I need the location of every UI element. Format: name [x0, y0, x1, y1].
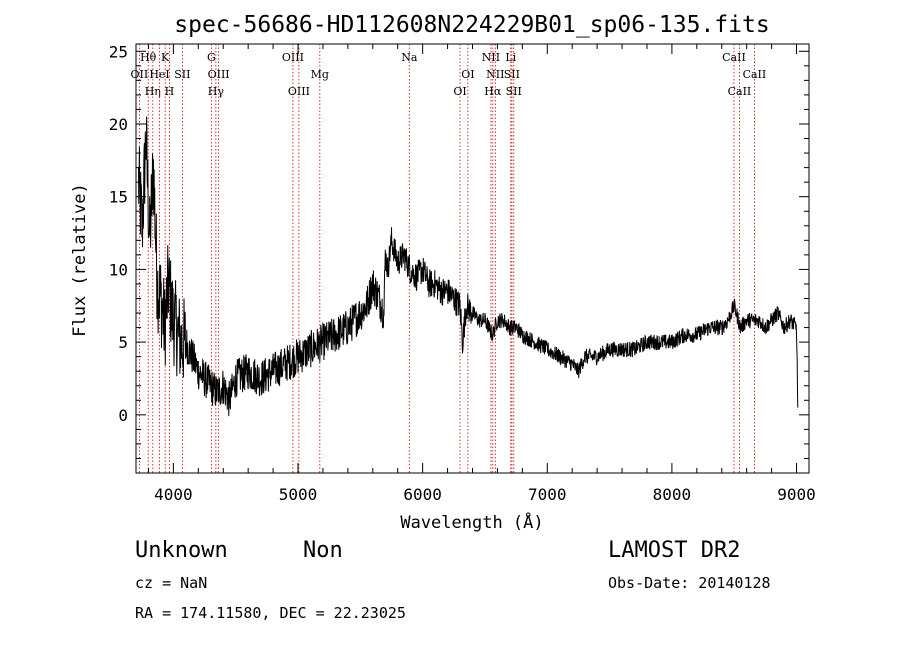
x-tick-label: 9000: [777, 485, 816, 504]
spectral-subclass: Non: [303, 538, 343, 563]
line-marker-label: NII: [486, 68, 504, 81]
spectrum-line: [138, 116, 799, 417]
x-tick-label: 7000: [528, 485, 567, 504]
x-axis-label: Wavelength (Å): [400, 511, 543, 533]
line-marker-label: Hθ: [140, 51, 157, 64]
line-marker-label: Hγ: [208, 85, 225, 98]
line-marker-label: G: [207, 51, 216, 64]
line-marker-label: CaII: [728, 85, 752, 98]
line-marker-label: OIII: [208, 68, 230, 81]
line-marker-label: Na: [401, 51, 418, 64]
line-marker-label: OI: [461, 68, 474, 81]
x-tick-label: 8000: [653, 485, 692, 504]
line-marker-label: SII: [504, 68, 520, 81]
line-marker-label: H: [165, 85, 175, 98]
y-tick-label: 15: [109, 188, 128, 207]
plot-frame: [135, 43, 810, 474]
line-marker-label: Mg: [311, 68, 329, 81]
y-axis: 0 5 10 15 20 25: [109, 42, 809, 459]
obs-date: Obs-Date: 20140128: [608, 574, 771, 592]
line-marker-label: NII: [482, 51, 500, 64]
line-marker-label: SII: [506, 85, 522, 98]
y-axis-label: Flux (relative): [70, 183, 90, 337]
y-tick-label: 5: [118, 333, 128, 352]
y-tick-label: 25: [109, 42, 128, 61]
line-marker-label: OIII: [288, 85, 310, 98]
line-marker-label: CaII: [743, 68, 767, 81]
x-axis: 4000 5000 6000 7000 8000 9000: [147, 44, 816, 504]
line-marker-label: OI: [453, 85, 466, 98]
line-marker-label: OII: [131, 68, 149, 81]
line-marker-label: Hη: [145, 85, 161, 98]
y-tick-label: 20: [109, 115, 128, 134]
line-marker-label: HeI: [149, 68, 169, 81]
line-marker-label: Li: [505, 51, 516, 64]
line-marker-label: K: [161, 51, 170, 64]
coordinates: RA = 174.11580, DEC = 22.23025: [135, 604, 406, 622]
line-marker-label: CaII: [722, 51, 746, 64]
y-tick-label: 10: [109, 260, 128, 279]
x-tick-label: 4000: [154, 485, 193, 504]
x-tick-label: 6000: [403, 485, 442, 504]
spectral-class: Unknown: [135, 538, 228, 563]
chart-title: spec-56686-HD112608N224229B01_sp06-135.f…: [174, 12, 769, 38]
redshift-cz: cz = NaN: [135, 574, 208, 592]
x-tick-label: 5000: [279, 485, 318, 504]
line-markers: OIIHθHηHeIKHSIIGHγOIIIOIIIOIIIMgNaOIOINI…: [131, 44, 767, 473]
line-marker-label: Hα: [484, 85, 502, 98]
survey-label: LAMOST DR2: [608, 538, 741, 563]
y-tick-label: 0: [118, 406, 128, 425]
line-marker-label: OIII: [282, 51, 304, 64]
line-marker-label: SII: [174, 68, 190, 81]
